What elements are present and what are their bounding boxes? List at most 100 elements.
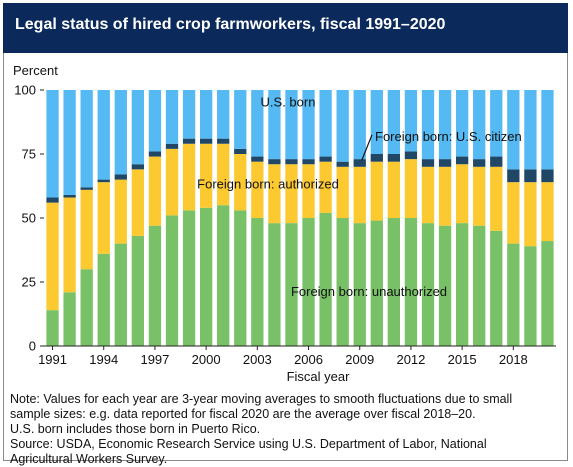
bar-segment-authorized-1993 bbox=[80, 189, 93, 270]
bar-segment-authorized-2010 bbox=[370, 161, 383, 221]
bar-segment-unauthorized-2011 bbox=[387, 218, 401, 346]
bar-segment-unauthorized-2014 bbox=[438, 225, 452, 346]
bar-segment-usborn-1995 bbox=[114, 90, 127, 175]
bar-segment-unauthorized-2019 bbox=[524, 246, 537, 346]
bar-segment-citizen-2014 bbox=[438, 159, 452, 167]
bar-segment-citizen-2011 bbox=[387, 154, 401, 162]
bar-segment-citizen-2001 bbox=[217, 138, 230, 144]
x-tick-label-2003: 2003 bbox=[243, 352, 272, 367]
bar-segment-unauthorized-2012 bbox=[404, 218, 418, 346]
bar-segment-authorized-1999 bbox=[182, 143, 196, 211]
bar-segment-authorized-2004 bbox=[268, 164, 281, 224]
bar-segment-authorized-2019 bbox=[524, 182, 537, 247]
bar-segment-citizen-2018 bbox=[507, 169, 520, 183]
bar-segment-usborn-2000 bbox=[199, 90, 213, 139]
bar-segment-citizen-1998 bbox=[165, 143, 179, 149]
bar-segment-usborn-1996 bbox=[131, 90, 145, 165]
bar-segment-unauthorized-2010 bbox=[370, 220, 383, 346]
bar-segment-citizen-2006 bbox=[302, 159, 315, 165]
bar-segment-authorized-2015 bbox=[455, 164, 469, 224]
bar-segment-usborn-1999 bbox=[182, 90, 196, 139]
bar-segment-authorized-2020 bbox=[541, 182, 554, 242]
bar-segment-usborn-2020 bbox=[541, 90, 554, 170]
bar-segment-authorized-1998 bbox=[165, 148, 179, 216]
bar-segment-citizen-2009 bbox=[353, 159, 366, 167]
bar-segment-usborn-2019 bbox=[524, 90, 537, 170]
bar-segment-authorized-2007 bbox=[319, 161, 332, 213]
bar-segment-unauthorized-1999 bbox=[182, 210, 196, 346]
bar-segment-authorized-2012 bbox=[404, 159, 418, 218]
bar-segment-unauthorized-2015 bbox=[455, 223, 469, 346]
bar-segment-usborn-2005 bbox=[285, 90, 298, 160]
bar-segment-citizen-2005 bbox=[285, 159, 298, 165]
bar-segment-citizen-2020 bbox=[541, 169, 554, 183]
stacked-bar-chart: 0 25 50 75 100 1991 1994 1997 2000 2003 2006 2009 20… bbox=[14, 83, 556, 384]
bar-segment-citizen-1994 bbox=[97, 179, 110, 183]
bar-segment-authorized-2000 bbox=[199, 143, 213, 208]
source-line-2: Agricultural Workers Survey. bbox=[10, 452, 168, 466]
chart-title: Legal status of hired crop farmworkers, … bbox=[3, 3, 568, 53]
bar-segment-usborn-2016 bbox=[473, 90, 486, 160]
y-tick-label-0: 0 bbox=[29, 339, 36, 354]
bar-segment-unauthorized-1991 bbox=[46, 310, 59, 346]
bar-segment-authorized-1996 bbox=[131, 169, 145, 236]
bar-segment-usborn-2001 bbox=[217, 90, 230, 139]
bar-segment-unauthorized-2016 bbox=[473, 225, 486, 346]
bar-segment-unauthorized-1998 bbox=[165, 215, 179, 346]
bar-segment-citizen-1992 bbox=[63, 194, 76, 198]
x-tick-label-2000: 2000 bbox=[192, 352, 221, 367]
bar-segment-usborn-2013 bbox=[421, 90, 435, 160]
bar-segment-citizen-1995 bbox=[114, 174, 127, 180]
bar-segment-authorized-2005 bbox=[285, 164, 298, 224]
bar-segment-usborn-1993 bbox=[80, 90, 93, 188]
bar-segment-unauthorized-1997 bbox=[148, 225, 162, 346]
bar-segment-citizen-2000 bbox=[199, 138, 213, 144]
bar-segment-usborn-2007 bbox=[319, 90, 332, 157]
bar-segment-citizen-2012 bbox=[404, 151, 418, 160]
bar-segment-citizen-2007 bbox=[319, 156, 332, 162]
note-line-3: U.S. born includes those born in Puerto … bbox=[10, 422, 261, 436]
y-tick-label-100: 100 bbox=[14, 83, 36, 98]
bar-segment-citizen-2019 bbox=[524, 169, 537, 183]
x-tick-label-1994: 1994 bbox=[89, 352, 118, 367]
bar-segment-citizen-2015 bbox=[455, 156, 469, 165]
bar-segment-citizen-1993 bbox=[80, 187, 93, 190]
annotation-pointer-line bbox=[361, 134, 373, 161]
bar-segment-unauthorized-2013 bbox=[421, 223, 435, 346]
annotation-us-born: U.S. born bbox=[261, 95, 316, 110]
bar-segment-authorized-2018 bbox=[507, 182, 520, 244]
bar-segment-authorized-1997 bbox=[148, 156, 162, 226]
bar-segment-unauthorized-2017 bbox=[490, 230, 503, 346]
bar-segment-usborn-2014 bbox=[438, 90, 452, 160]
x-tick-label-2012: 2012 bbox=[396, 352, 425, 367]
bar-segment-unauthorized-2018 bbox=[507, 243, 520, 346]
bar-segment-citizen-2002 bbox=[234, 148, 247, 154]
bar-segment-authorized-1992 bbox=[63, 197, 76, 293]
note-line-1: Note: Values for each year are 3-year mo… bbox=[10, 392, 513, 406]
x-tick-label-1991: 1991 bbox=[38, 352, 67, 367]
x-tick-label-2015: 2015 bbox=[448, 352, 477, 367]
annotation-unauthorized: Foreign born: unauthorized bbox=[291, 284, 447, 299]
source-line-1: Source: USDA, Economic Research Service … bbox=[10, 437, 487, 451]
bar-segment-citizen-2008 bbox=[336, 161, 349, 167]
bar-segment-citizen-1991 bbox=[46, 197, 59, 203]
x-tick-label-2009: 2009 bbox=[345, 352, 374, 367]
bar-segment-usborn-2015 bbox=[455, 90, 469, 157]
y-axis-label: Percent bbox=[13, 63, 58, 78]
bar-segment-unauthorized-2007 bbox=[319, 212, 332, 346]
bar-segment-citizen-1996 bbox=[131, 164, 145, 170]
note-line-2: sample sizes: e.g. data reported for fis… bbox=[10, 407, 476, 421]
bar-segment-authorized-2011 bbox=[387, 161, 401, 218]
bar-segment-unauthorized-2006 bbox=[302, 218, 315, 346]
bar-segment-authorized-1991 bbox=[46, 202, 59, 311]
annotation-us-citizen: Foreign born: U.S. citizen bbox=[375, 129, 522, 144]
x-axis-title: Fiscal year bbox=[287, 369, 351, 384]
bar-segment-authorized-2002 bbox=[234, 154, 247, 211]
bar-segment-usborn-2008 bbox=[336, 90, 349, 162]
bar-segment-unauthorized-1993 bbox=[80, 269, 93, 346]
bar-segment-usborn-2010 bbox=[370, 90, 383, 154]
bar-segment-unauthorized-1994 bbox=[97, 253, 110, 346]
bar-segment-citizen-1997 bbox=[148, 151, 162, 157]
bar-segment-authorized-1995 bbox=[114, 179, 127, 244]
bar-segment-authorized-2003 bbox=[251, 161, 264, 218]
